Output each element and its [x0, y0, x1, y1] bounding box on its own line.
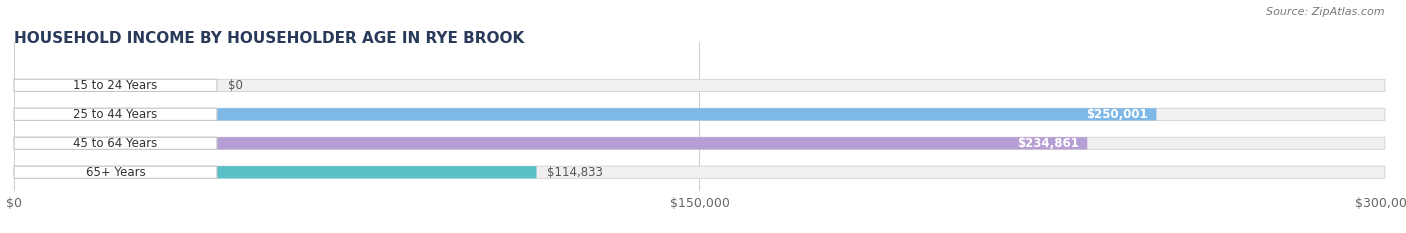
- Text: Source: ZipAtlas.com: Source: ZipAtlas.com: [1267, 7, 1385, 17]
- FancyBboxPatch shape: [14, 137, 217, 149]
- Text: $250,001: $250,001: [1087, 108, 1149, 121]
- FancyBboxPatch shape: [14, 137, 1385, 149]
- Text: 45 to 64 Years: 45 to 64 Years: [73, 137, 157, 150]
- FancyBboxPatch shape: [14, 166, 537, 178]
- FancyBboxPatch shape: [14, 137, 1087, 149]
- Text: $114,833: $114,833: [547, 166, 603, 179]
- Text: $234,861: $234,861: [1017, 137, 1078, 150]
- FancyBboxPatch shape: [14, 108, 1157, 120]
- Text: HOUSEHOLD INCOME BY HOUSEHOLDER AGE IN RYE BROOK: HOUSEHOLD INCOME BY HOUSEHOLDER AGE IN R…: [14, 31, 524, 46]
- FancyBboxPatch shape: [14, 108, 217, 120]
- FancyBboxPatch shape: [14, 166, 217, 178]
- Text: 65+ Years: 65+ Years: [86, 166, 145, 179]
- FancyBboxPatch shape: [14, 108, 1385, 120]
- FancyBboxPatch shape: [14, 166, 1385, 178]
- FancyBboxPatch shape: [14, 79, 1385, 92]
- Text: $0: $0: [228, 79, 243, 92]
- FancyBboxPatch shape: [14, 79, 217, 92]
- Text: 15 to 24 Years: 15 to 24 Years: [73, 79, 157, 92]
- Text: 25 to 44 Years: 25 to 44 Years: [73, 108, 157, 121]
